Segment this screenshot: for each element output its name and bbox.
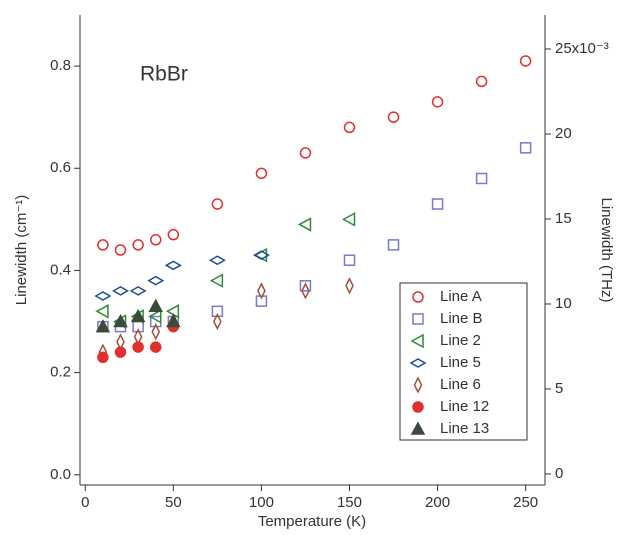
marker xyxy=(148,298,164,312)
marker xyxy=(148,309,162,324)
marker xyxy=(299,280,312,292)
marker xyxy=(431,96,444,108)
x-axis-label: Temperature (K) xyxy=(258,513,366,530)
marker xyxy=(252,250,270,260)
marker xyxy=(431,198,444,210)
y2-tick-label: 10 xyxy=(555,295,572,312)
marker xyxy=(111,286,130,296)
x-tick-label: 200 xyxy=(425,494,450,511)
x-tick-label: 150 xyxy=(337,494,362,511)
y2-tick-label: 25x10⁻³ xyxy=(555,40,609,57)
y2-tick-label: 0 xyxy=(555,465,563,482)
marker xyxy=(255,295,268,307)
marker xyxy=(166,313,181,328)
legend-marker xyxy=(409,358,427,368)
marker xyxy=(387,239,400,251)
marker xyxy=(94,291,112,301)
y2-tick-label: 20 xyxy=(555,125,572,142)
y-axis-label: Linewidth (cm⁻¹) xyxy=(13,195,30,305)
y-tick-label: 0.4 xyxy=(50,261,71,278)
marker xyxy=(343,121,356,134)
marker xyxy=(95,304,109,319)
x-tick-label: 250 xyxy=(513,494,538,511)
marker xyxy=(95,319,111,333)
marker xyxy=(149,341,162,353)
marker xyxy=(297,217,312,232)
marker xyxy=(387,111,400,123)
chart-title: RbBr xyxy=(140,63,188,86)
marker xyxy=(343,254,356,266)
marker xyxy=(97,351,109,364)
legend-label: Line 2 xyxy=(440,332,481,349)
marker xyxy=(147,275,165,286)
marker xyxy=(130,308,146,323)
marker xyxy=(519,55,532,67)
y-tick-label: 0.8 xyxy=(50,57,71,74)
marker xyxy=(149,234,162,246)
marker xyxy=(129,286,147,296)
legend-label: Line 6 xyxy=(440,376,481,393)
legend-label: Line A xyxy=(440,288,482,305)
y2-tick-label: 5 xyxy=(555,380,563,397)
legend-label: Line B xyxy=(440,310,483,327)
marker xyxy=(475,172,488,185)
legend-marker xyxy=(413,376,423,394)
marker xyxy=(211,198,224,210)
marker xyxy=(341,212,356,227)
marker xyxy=(114,346,127,358)
marker xyxy=(475,75,488,88)
marker xyxy=(114,244,127,256)
marker xyxy=(132,341,144,353)
legend-marker xyxy=(410,421,426,435)
y-tick-label: 0.6 xyxy=(50,159,71,176)
legend-label: Line 12 xyxy=(440,398,489,415)
x-tick-label: 50 xyxy=(165,494,182,511)
marker xyxy=(151,323,161,341)
marker xyxy=(213,312,222,331)
marker xyxy=(211,305,224,318)
legend-marker xyxy=(412,291,424,303)
marker xyxy=(97,239,109,251)
x-tick-label: 0 xyxy=(81,494,89,511)
x-tick-label: 100 xyxy=(249,494,274,511)
marker xyxy=(257,282,266,300)
legend-marker xyxy=(412,401,424,413)
legend-marker xyxy=(412,313,424,325)
marker xyxy=(255,167,268,180)
marker xyxy=(345,277,354,295)
marker xyxy=(132,239,144,251)
y-tick-label: 0.2 xyxy=(50,364,71,381)
legend-label: Line 13 xyxy=(440,420,489,437)
marker xyxy=(208,255,226,266)
legend-label: Line 5 xyxy=(440,354,481,371)
legend-marker xyxy=(410,333,424,349)
marker xyxy=(519,142,532,154)
y2-axis-label: Linewidth (THz) xyxy=(598,197,615,302)
marker xyxy=(164,260,182,271)
marker xyxy=(167,228,180,241)
marker xyxy=(209,273,224,288)
marker xyxy=(301,282,310,300)
y-tick-label: 0.0 xyxy=(50,466,71,483)
marker xyxy=(299,147,312,159)
marker xyxy=(113,313,128,328)
y2-tick-label: 15 xyxy=(555,210,572,227)
